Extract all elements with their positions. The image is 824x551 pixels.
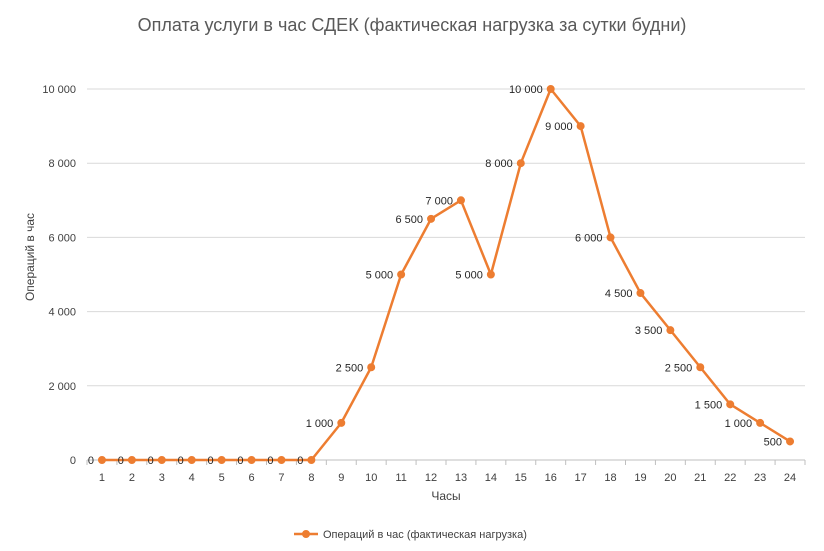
y-tick-label: 10 000 (42, 84, 76, 96)
chart-title: Оплата услуги в час СДЕК (фактическая на… (138, 15, 687, 35)
y-axis-title: Операций в час (23, 213, 37, 301)
data-point (636, 289, 645, 298)
x-tick-label: 17 (575, 472, 587, 484)
data-point (217, 456, 226, 464)
series-layer (97, 85, 795, 464)
data-label: 5 000 (366, 270, 394, 282)
data-point (726, 400, 735, 409)
data-point (127, 456, 136, 464)
x-tick-label: 13 (455, 472, 467, 484)
x-tick-label: 9 (338, 472, 344, 484)
y-tick-label: 2 000 (48, 381, 76, 393)
series-line (101, 87, 791, 462)
data-point (337, 418, 346, 427)
data-point (157, 456, 166, 464)
data-point (756, 418, 765, 427)
data-label: 1 500 (695, 399, 723, 411)
data-label: 0 (178, 455, 184, 467)
x-tick-label: 6 (248, 472, 254, 484)
data-point (277, 456, 286, 464)
x-tick-label: 12 (425, 472, 437, 484)
y-tick-label: 6 000 (48, 232, 76, 244)
x-tick-label: 18 (604, 472, 616, 484)
data-label: 7 000 (425, 195, 453, 207)
x-tick-label: 22 (724, 472, 736, 484)
y-tick-label: 0 (70, 455, 76, 467)
data-point (696, 363, 705, 372)
data-label: 9 000 (545, 121, 573, 133)
x-tick-label: 4 (189, 472, 195, 484)
data-point (606, 233, 615, 242)
legend-entry: Операций в час (фактическая нагрузка) (323, 529, 527, 541)
data-label: 10 000 (509, 84, 543, 96)
data-point (307, 456, 316, 464)
x-tick-label: 10 (365, 472, 377, 484)
data-label: 2 500 (665, 362, 693, 374)
data-label: 0 (237, 455, 243, 467)
data-label: 5 000 (455, 270, 483, 282)
data-point (367, 363, 376, 372)
data-point (666, 326, 675, 335)
y-tick-label: 4 000 (48, 307, 76, 319)
x-tick-label: 2 (129, 472, 135, 484)
x-axis-title: Часы (431, 489, 460, 503)
data-label: 3 500 (635, 325, 663, 337)
x-tick-label: 8 (308, 472, 314, 484)
x-tick-label: 20 (664, 472, 676, 484)
data-label: 8 000 (485, 158, 513, 170)
data-label: 0 (118, 455, 124, 467)
data-point (97, 456, 106, 464)
x-tick-label: 19 (634, 472, 646, 484)
data-label: 0 (208, 455, 214, 467)
data-label: 0 (297, 455, 303, 467)
data-point (486, 270, 495, 279)
data-label: 6 500 (396, 214, 424, 226)
x-tick-label: 21 (694, 472, 706, 484)
x-tick-label: 16 (545, 472, 557, 484)
x-tick-label: 24 (784, 472, 796, 484)
data-label: 500 (764, 436, 782, 448)
data-point (187, 456, 196, 464)
data-point (456, 196, 465, 205)
legend-dot-marker (302, 530, 310, 538)
x-tick-label: 11 (395, 472, 406, 484)
data-point (576, 122, 585, 131)
gridlines (87, 88, 805, 387)
data-label: 6 000 (575, 232, 603, 244)
data-label: 2 500 (336, 362, 364, 374)
legend: Операций в час (фактическая нагрузка) (294, 529, 527, 541)
data-point (786, 437, 795, 446)
x-tick-label: 15 (515, 472, 527, 484)
data-label: 0 (267, 455, 273, 467)
data-point (546, 85, 555, 93)
x-tick-label: 1 (99, 472, 105, 484)
y-tick-label: 8 000 (48, 158, 76, 170)
data-point (427, 214, 436, 223)
data-point (397, 270, 406, 279)
data-label: 0 (148, 455, 154, 467)
data-label: 4 500 (605, 288, 633, 300)
x-tick-label: 3 (159, 472, 165, 484)
x-tick-label: 14 (485, 472, 497, 484)
data-label: 1 000 (725, 418, 753, 430)
x-tick-label: 5 (219, 472, 225, 484)
x-tick-label: 7 (278, 472, 284, 484)
data-label: 0 (88, 455, 94, 467)
data-point (516, 159, 525, 168)
data-label: 1 000 (306, 418, 334, 430)
data-point (247, 456, 256, 464)
x-tick-label: 23 (754, 472, 766, 484)
